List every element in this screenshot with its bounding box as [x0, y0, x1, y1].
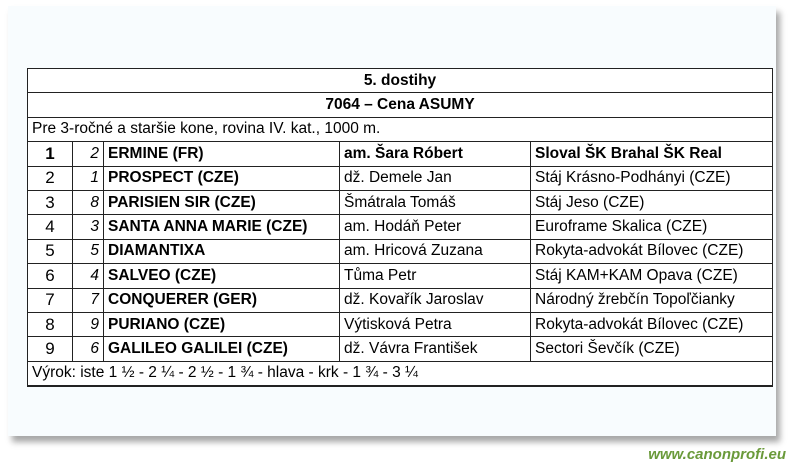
number-cell: 7 — [72, 287, 104, 313]
number-cell: 1 — [72, 165, 104, 191]
owner-cell: Stáj Krásno-Podhányi (CZE) — [530, 165, 773, 191]
jockey-cell: am. Hricová Zuzana — [339, 238, 531, 265]
result-row: 3 8 PARISIEN SIR (CZE) Šmátrala Tomáš Stáj J… — [27, 189, 773, 216]
number-cell: 4 — [72, 263, 104, 289]
watermark: www.canonprofi.eu — [648, 446, 786, 463]
owner-cell: Sectori Ševčík (CZE) — [530, 336, 773, 362]
place-cell: 3 — [27, 189, 73, 216]
result-row: 8 9 PURIANO (CZE) Výtisková Petra Rokyta-adv… — [27, 311, 773, 338]
horse-cell: CONQUERER (GER) — [103, 287, 340, 313]
jockey-cell: am. Hodáň Peter — [339, 214, 531, 240]
owner-cell: Sloval ŠK Brahal ŠK Real — [530, 141, 773, 167]
result-row: 4 3 SANTA ANNA MARIE (CZE) am. Hodáň Peter E… — [27, 214, 773, 240]
result-row: 5 5 DIAMANTIXA am. Hricová Zuzana Rokyta-adv… — [27, 238, 773, 265]
owner-cell: Euroframe Skalica (CZE) — [530, 214, 773, 240]
horse-cell: PROSPECT (CZE) — [103, 165, 340, 191]
jockey-cell: dž. Kovařík Jaroslav — [339, 287, 531, 313]
jockey-cell: dž. Vávra František — [339, 336, 531, 362]
jockey-cell: Šmátrala Tomáš — [339, 189, 531, 216]
place-cell: 7 — [27, 287, 73, 313]
number-cell: 5 — [72, 238, 104, 265]
verdict: Výrok: iste 1 ½ - 2 ¼ - 2 ½ - 1 ¾ - hlav… — [27, 360, 773, 388]
horse-cell: PARISIEN SIR (CZE) — [103, 189, 340, 216]
title-row: 5. dostihy — [27, 67, 773, 94]
number-cell: 8 — [72, 189, 104, 216]
verdict-row: Výrok: iste 1 ½ - 2 ¼ - 2 ½ - 1 ¾ - hlav… — [27, 360, 773, 388]
place-cell: 8 — [27, 311, 73, 338]
horse-cell: PURIANO (CZE) — [103, 311, 340, 338]
race-subtitle: 7064 – Cena ASUMY — [27, 92, 773, 118]
owner-cell: Rokyta-advokát Bílovec (CZE) — [530, 238, 773, 265]
result-row: 1 2 ERMINE (FR) am. Šara Róbert Sloval ŠK Br… — [27, 141, 773, 167]
owner-cell: Stáj KAM+KAM Opava (CZE) — [530, 263, 773, 289]
race-results-table: 5. dostihy 7064 – Cena ASUMY Pre 3-ročné… — [27, 67, 773, 388]
place-cell: 6 — [27, 263, 73, 289]
jockey-cell: Výtisková Petra — [339, 311, 531, 338]
horse-cell: ERMINE (FR) — [103, 141, 340, 167]
place-cell: 1 — [27, 141, 73, 167]
jockey-cell: am. Šara Róbert — [339, 141, 531, 167]
horse-cell: SALVEO (CZE) — [103, 263, 340, 289]
owner-cell: Národný žrebčín Topoľčianky — [530, 287, 773, 313]
place-cell: 2 — [27, 165, 73, 191]
number-cell: 3 — [72, 214, 104, 240]
horse-cell: GALILEO GALILEI (CZE) — [103, 336, 340, 362]
result-row: 9 6 GALILEO GALILEI (CZE) dž. Vávra Františ… — [27, 336, 773, 362]
owner-cell: Stáj Jeso (CZE) — [530, 189, 773, 216]
race-conditions: Pre 3-ročné a staršie kone, rovina IV. k… — [27, 116, 773, 143]
place-cell: 4 — [27, 214, 73, 240]
number-cell: 9 — [72, 311, 104, 338]
horse-cell: DIAMANTIXA — [103, 238, 340, 265]
place-cell: 9 — [27, 336, 73, 362]
jockey-cell: Tůma Petr — [339, 263, 531, 289]
result-row: 7 7 CONQUERER (GER) dž. Kovařík Jaroslav Nár… — [27, 287, 773, 313]
conditions-row: Pre 3-ročné a staršie kone, rovina IV. k… — [27, 116, 773, 143]
jockey-cell: dž. Demele Jan — [339, 165, 531, 191]
result-row: 2 1 PROSPECT (CZE) dž. Demele Jan Stáj Krásn… — [27, 165, 773, 191]
subtitle-row: 7064 – Cena ASUMY — [27, 92, 773, 118]
number-cell: 6 — [72, 336, 104, 362]
race-title: 5. dostihy — [27, 67, 773, 94]
result-row: 6 4 SALVEO (CZE) Tůma Petr Stáj KAM+KAM Opav… — [27, 263, 773, 289]
place-cell: 5 — [27, 238, 73, 265]
number-cell: 2 — [72, 141, 104, 167]
horse-cell: SANTA ANNA MARIE (CZE) — [103, 214, 340, 240]
owner-cell: Rokyta-advokát Bílovec (CZE) — [530, 311, 773, 338]
